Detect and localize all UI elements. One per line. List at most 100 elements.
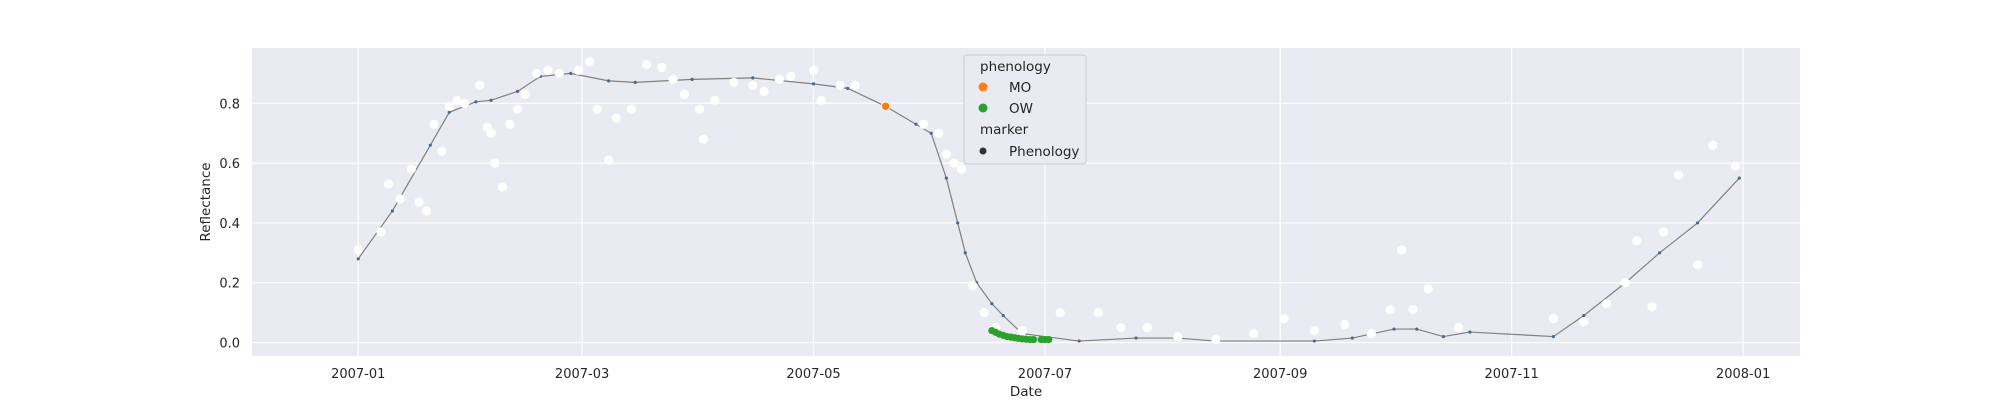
smooth-curve-point bbox=[1658, 251, 1662, 255]
observation-point bbox=[554, 68, 564, 79]
observation-point bbox=[626, 104, 637, 114]
observation-point bbox=[486, 128, 496, 138]
observation-point bbox=[748, 80, 758, 90]
observation-point bbox=[395, 194, 405, 204]
observation-point bbox=[1093, 308, 1103, 318]
x-tick-label: 2007-01 bbox=[331, 367, 385, 382]
smooth-curve-point bbox=[607, 79, 611, 83]
observation-point bbox=[816, 95, 826, 105]
smooth-curve-point bbox=[1134, 336, 1138, 340]
observation-point bbox=[1142, 322, 1153, 333]
smooth-curve-point bbox=[633, 80, 637, 84]
observation-point bbox=[1673, 170, 1684, 180]
observation-point bbox=[695, 104, 705, 114]
legend-label-phenology: Phenology bbox=[1009, 144, 1079, 160]
observation-point bbox=[1366, 328, 1376, 339]
y-tick-label: 0.6 bbox=[219, 157, 240, 172]
observation-point bbox=[918, 119, 929, 129]
smooth-curve-point bbox=[944, 176, 948, 180]
observation-point bbox=[444, 101, 454, 111]
smooth-curve-point bbox=[1551, 334, 1555, 339]
observation-point bbox=[835, 80, 845, 90]
observation-point bbox=[641, 59, 652, 70]
observation-point bbox=[1385, 305, 1395, 315]
observation-point bbox=[1647, 302, 1657, 312]
observation-point bbox=[759, 86, 769, 96]
observation-point bbox=[604, 155, 614, 165]
observation-point bbox=[1408, 305, 1418, 315]
legend-title-marker: marker bbox=[980, 122, 1029, 138]
observation-point bbox=[1423, 284, 1433, 294]
observation-point bbox=[1055, 308, 1065, 318]
smooth-curve-point bbox=[515, 89, 520, 93]
observation-point bbox=[1658, 227, 1669, 237]
observation-point bbox=[353, 245, 363, 255]
observation-point bbox=[1601, 299, 1612, 309]
y-axis-ticks: 0.0 0.2 0.4 0.6 0.8 bbox=[219, 97, 240, 351]
observation-point bbox=[1692, 260, 1703, 270]
x-tick-label: 2007-09 bbox=[1253, 367, 1307, 382]
legend-marker-mo bbox=[978, 82, 988, 92]
y-tick-label: 0.0 bbox=[219, 337, 240, 352]
smooth-curve-point bbox=[1415, 327, 1419, 331]
observation-point bbox=[429, 119, 439, 129]
observation-point bbox=[949, 158, 959, 168]
observation-point bbox=[376, 227, 386, 237]
observation-point bbox=[1579, 317, 1589, 327]
observation-point bbox=[808, 65, 819, 76]
smooth-curve-point bbox=[1001, 314, 1005, 318]
legend-label-ow: OW bbox=[1009, 101, 1033, 117]
observation-point bbox=[1453, 322, 1464, 333]
observation-point bbox=[1730, 161, 1741, 171]
observation-point bbox=[786, 71, 796, 82]
observation-point bbox=[1279, 314, 1289, 324]
observation-point bbox=[452, 95, 462, 105]
smooth-curve-point bbox=[811, 82, 816, 86]
y-tick-label: 0.8 bbox=[219, 97, 240, 112]
smooth-curve bbox=[356, 71, 1741, 343]
observation-point bbox=[459, 98, 470, 108]
smooth-curve-point bbox=[356, 257, 360, 261]
observation-point bbox=[585, 56, 595, 67]
x-axis-label: Date bbox=[1010, 384, 1042, 400]
observation-point bbox=[774, 74, 784, 84]
observation-point bbox=[1249, 328, 1259, 339]
phenology-points bbox=[881, 102, 1053, 344]
observation-point bbox=[710, 95, 720, 105]
observation-point bbox=[1632, 236, 1642, 246]
y-tick-label: 0.2 bbox=[219, 277, 240, 292]
observation-point bbox=[421, 206, 432, 216]
smooth-curve-point bbox=[1312, 339, 1316, 343]
observation-point bbox=[573, 65, 583, 76]
observation-point bbox=[1708, 140, 1718, 150]
observation-point bbox=[490, 158, 500, 168]
smooth-curve-point bbox=[1737, 176, 1741, 180]
observation-point bbox=[1116, 322, 1126, 333]
observation-point bbox=[1309, 325, 1319, 336]
observation-point bbox=[520, 89, 530, 99]
smooth-curve-point bbox=[1077, 339, 1081, 343]
observation-point bbox=[668, 74, 678, 84]
observation-point bbox=[698, 134, 709, 144]
observation-point bbox=[934, 128, 944, 138]
observation-point bbox=[497, 182, 508, 192]
smooth-curve-point bbox=[956, 221, 960, 225]
observation-point bbox=[1548, 314, 1558, 324]
observation-point bbox=[941, 149, 951, 159]
observation-point bbox=[531, 68, 542, 79]
x-tick-label: 2007-03 bbox=[555, 367, 609, 382]
legend: phenology MO OW marker Phenology bbox=[963, 54, 1087, 165]
y-axis-label: Reflectance bbox=[198, 162, 214, 241]
smooth-curve-point bbox=[963, 251, 967, 255]
observation-point bbox=[592, 104, 602, 114]
observation-point bbox=[679, 89, 690, 99]
smooth-curve-point bbox=[428, 143, 432, 147]
smooth-curve-point bbox=[1350, 336, 1354, 340]
x-tick-label: 2007-11 bbox=[1484, 367, 1538, 382]
y-tick-label: 0.4 bbox=[219, 217, 240, 232]
smooth-curve-point bbox=[1695, 221, 1700, 225]
smooth-curve-point bbox=[1468, 330, 1472, 334]
smooth-curve-point bbox=[569, 71, 573, 76]
smooth-curve-point bbox=[1392, 327, 1396, 331]
